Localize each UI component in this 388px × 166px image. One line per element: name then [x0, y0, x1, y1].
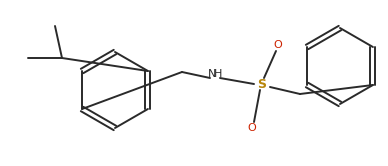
- Text: N: N: [208, 69, 216, 79]
- Text: S: S: [258, 78, 267, 90]
- Text: O: O: [274, 40, 282, 50]
- Text: O: O: [248, 123, 256, 133]
- Text: H: H: [214, 69, 222, 79]
